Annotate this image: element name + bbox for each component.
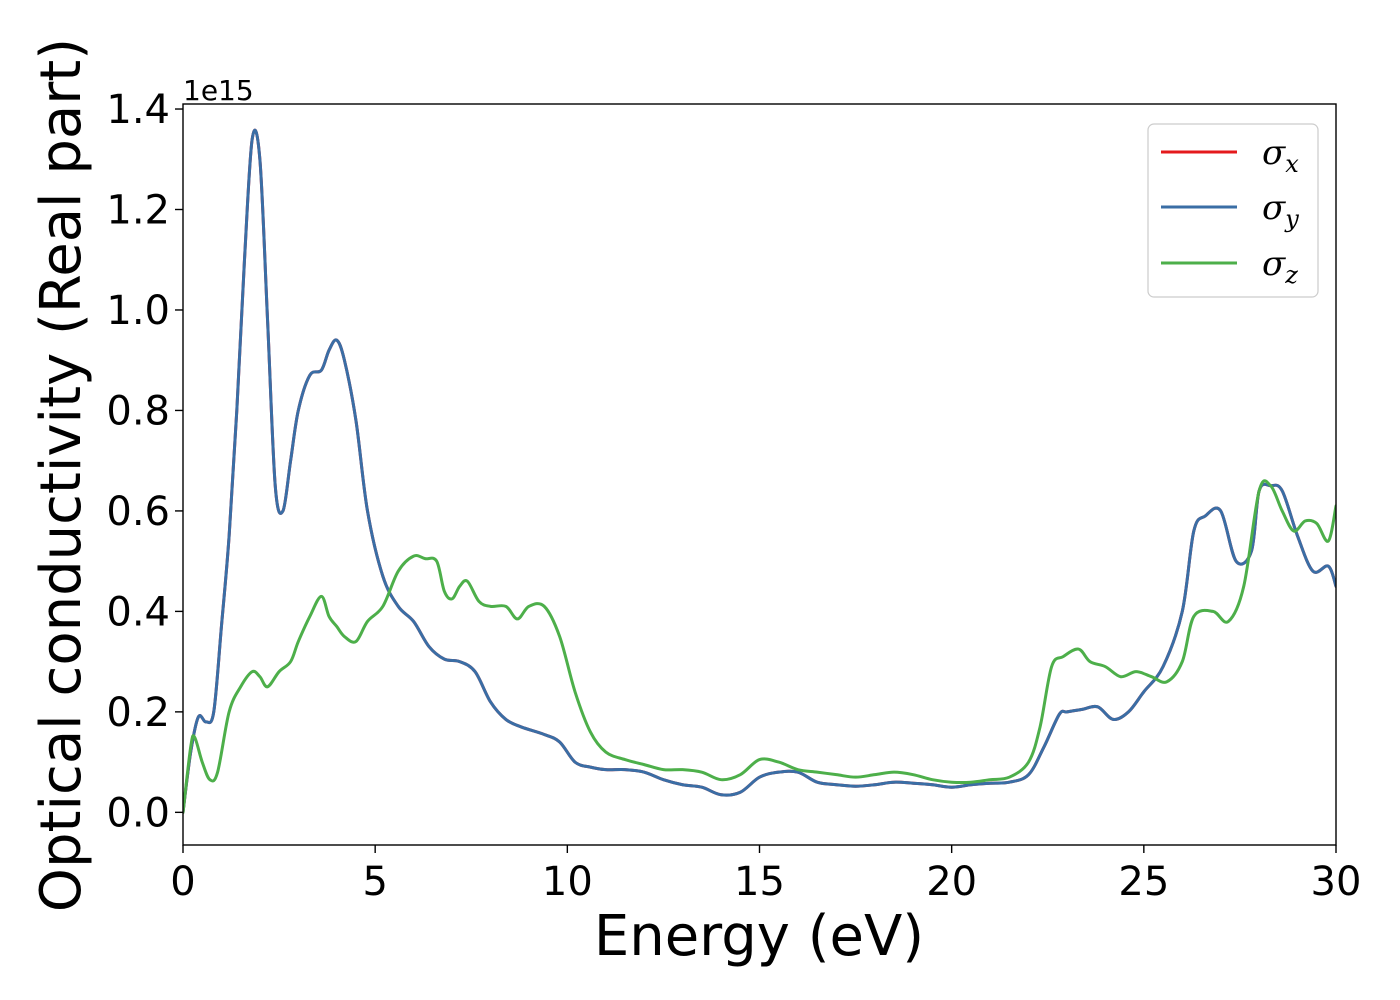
legend-label-z: σz (1262, 244, 1298, 289)
y-tick-label: 0.2 (106, 690, 170, 736)
series-layer (183, 128, 1336, 814)
series-line-z (183, 479, 1336, 814)
x-tick-label: 0 (170, 859, 195, 905)
y-axis-offset-label: 1e15 (183, 74, 254, 107)
y-axis-ticks: 0.0 0.2 0.4 0.6 0.8 1.0 1.2 1.4 (106, 87, 183, 836)
x-tick-label: 10 (542, 859, 593, 905)
legend-label-y: σy (1262, 188, 1299, 233)
y-axis-label: Optical conductivity (Real part) (29, 38, 94, 912)
y-tick-label: 0.4 (106, 589, 170, 635)
y-tick-label: 0.8 (106, 388, 170, 434)
x-tick-label: 5 (362, 859, 387, 905)
y-tick-label: 1.4 (106, 87, 170, 133)
legend-box (1147, 123, 1319, 298)
x-axis-ticks: 0 5 10 15 20 25 30 (170, 845, 1361, 905)
legend: σx σy σz (1147, 123, 1319, 298)
y-tick-label: 1.0 (106, 288, 170, 334)
legend-label-x: σx (1262, 133, 1299, 178)
y-tick-label: 0.6 (106, 489, 170, 535)
x-tick-label: 15 (734, 859, 785, 905)
y-tick-label: 0.0 (106, 790, 170, 836)
series-line-y (183, 128, 1336, 814)
x-tick-label: 20 (926, 859, 977, 905)
x-tick-label: 30 (1311, 859, 1362, 905)
y-tick-label: 1.2 (106, 187, 170, 233)
x-tick-label: 25 (1118, 859, 1169, 905)
x-axis-label: Energy (eV) (594, 904, 924, 969)
